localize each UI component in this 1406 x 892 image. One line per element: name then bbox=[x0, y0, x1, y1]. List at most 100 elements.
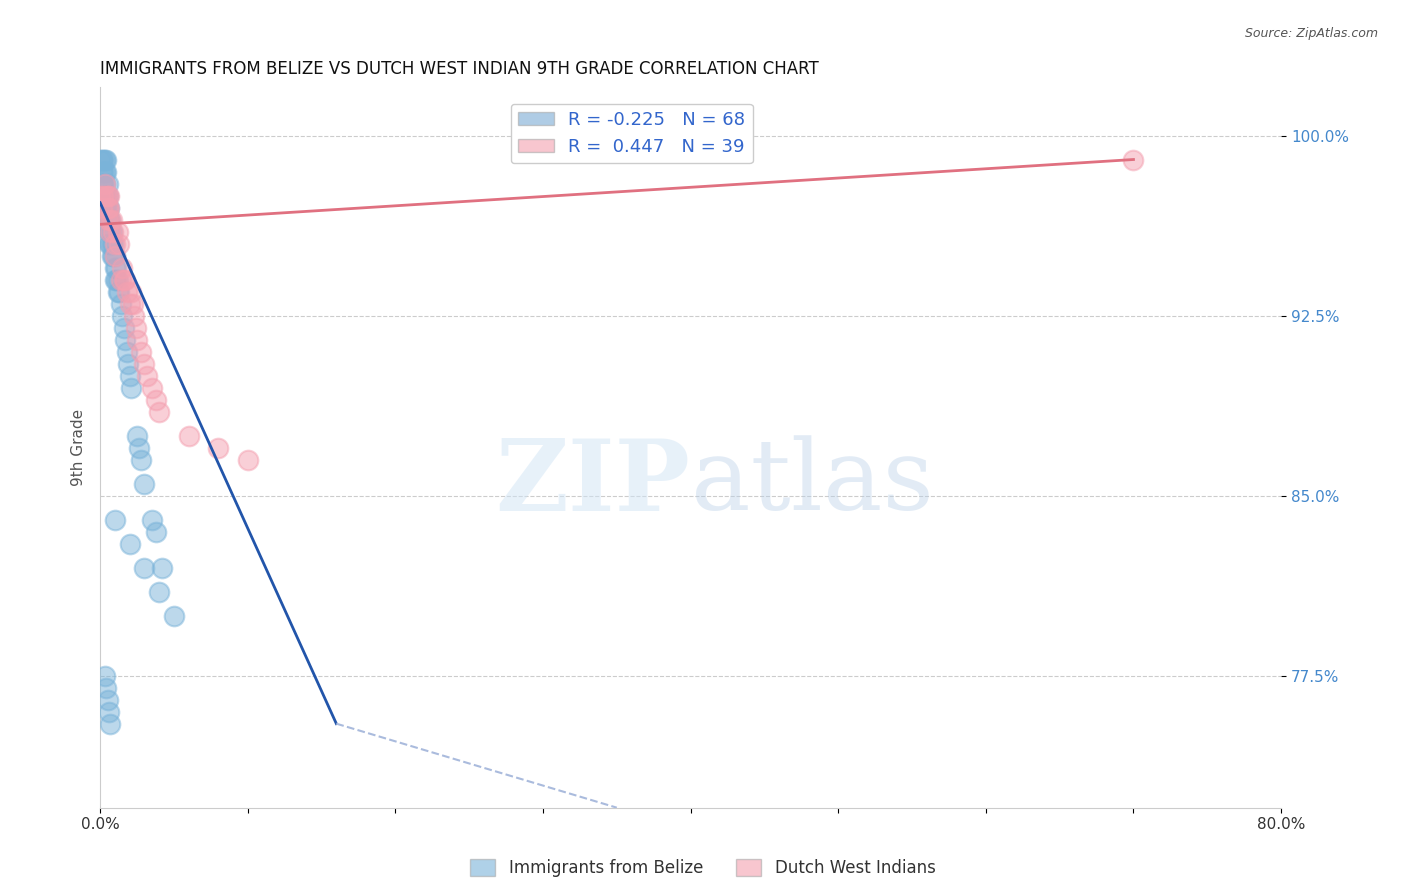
Point bbox=[141, 380, 163, 394]
Point bbox=[100, 225, 122, 239]
Point bbox=[124, 320, 146, 334]
Point bbox=[98, 236, 121, 251]
Point bbox=[111, 309, 134, 323]
Point bbox=[163, 608, 186, 623]
Point bbox=[104, 248, 127, 262]
Point bbox=[131, 452, 153, 467]
Point bbox=[93, 668, 115, 682]
Text: atlas: atlas bbox=[690, 435, 934, 532]
Point bbox=[110, 272, 132, 286]
Point bbox=[114, 333, 136, 347]
Point bbox=[98, 188, 121, 202]
Point bbox=[111, 260, 134, 275]
Point bbox=[101, 236, 124, 251]
Point bbox=[96, 188, 118, 202]
Point bbox=[96, 212, 118, 227]
Point bbox=[122, 309, 145, 323]
Legend: Immigrants from Belize, Dutch West Indians: Immigrants from Belize, Dutch West India… bbox=[464, 852, 942, 884]
Point bbox=[120, 380, 142, 394]
Point bbox=[108, 285, 131, 299]
Point bbox=[112, 320, 135, 334]
Point bbox=[128, 441, 150, 455]
Point bbox=[90, 177, 112, 191]
Point bbox=[105, 260, 128, 275]
Point bbox=[101, 225, 124, 239]
Point bbox=[96, 212, 118, 227]
Point bbox=[98, 201, 121, 215]
Point bbox=[93, 177, 115, 191]
Point bbox=[91, 201, 114, 215]
Point bbox=[100, 212, 122, 227]
Point bbox=[93, 177, 115, 191]
Point bbox=[96, 692, 118, 706]
Point bbox=[93, 201, 115, 215]
Point bbox=[90, 201, 112, 215]
Point bbox=[94, 164, 117, 178]
Point bbox=[110, 296, 132, 310]
Legend: R = -0.225   N = 68, R =  0.447   N = 39: R = -0.225 N = 68, R = 0.447 N = 39 bbox=[510, 103, 752, 163]
Point bbox=[101, 212, 124, 227]
Point bbox=[91, 164, 114, 178]
Point bbox=[94, 681, 117, 695]
Point bbox=[89, 188, 111, 202]
Point bbox=[118, 296, 141, 310]
Point bbox=[117, 357, 139, 371]
Point bbox=[90, 164, 112, 178]
Point bbox=[115, 285, 138, 299]
Point bbox=[90, 153, 112, 167]
Point bbox=[107, 285, 129, 299]
Point bbox=[96, 201, 118, 215]
Point bbox=[93, 188, 115, 202]
Point bbox=[141, 513, 163, 527]
Point bbox=[96, 201, 118, 215]
Point bbox=[104, 272, 127, 286]
Point bbox=[94, 188, 117, 202]
Text: ZIP: ZIP bbox=[496, 435, 690, 533]
Point bbox=[121, 296, 143, 310]
Point bbox=[118, 368, 141, 383]
Point bbox=[131, 344, 153, 359]
Point bbox=[134, 357, 156, 371]
Point bbox=[93, 164, 115, 178]
Point bbox=[120, 285, 142, 299]
Point bbox=[89, 188, 111, 202]
Point bbox=[100, 236, 122, 251]
Point bbox=[104, 260, 127, 275]
Point bbox=[96, 177, 118, 191]
Point bbox=[94, 188, 117, 202]
Point bbox=[100, 716, 122, 731]
Point bbox=[107, 225, 129, 239]
Text: IMMIGRANTS FROM BELIZE VS DUTCH WEST INDIAN 9TH GRADE CORRELATION CHART: IMMIGRANTS FROM BELIZE VS DUTCH WEST IND… bbox=[100, 60, 818, 78]
Point bbox=[115, 344, 138, 359]
Point bbox=[91, 188, 114, 202]
Point bbox=[145, 524, 167, 539]
Point bbox=[125, 428, 148, 442]
Point bbox=[112, 272, 135, 286]
Point bbox=[101, 248, 124, 262]
Point bbox=[98, 705, 121, 719]
Point bbox=[107, 272, 129, 286]
Point bbox=[104, 236, 127, 251]
Point bbox=[94, 201, 117, 215]
Y-axis label: 9th Grade: 9th Grade bbox=[72, 409, 86, 486]
Point bbox=[207, 441, 229, 455]
Point bbox=[91, 153, 114, 167]
Point bbox=[150, 560, 173, 574]
Point bbox=[136, 368, 159, 383]
Point bbox=[98, 212, 121, 227]
Point bbox=[103, 236, 125, 251]
Point bbox=[105, 272, 128, 286]
Point bbox=[1122, 153, 1144, 167]
Point bbox=[114, 272, 136, 286]
Point bbox=[148, 404, 170, 418]
Point bbox=[100, 225, 122, 239]
Point bbox=[98, 201, 121, 215]
Point bbox=[91, 188, 114, 202]
Point bbox=[108, 236, 131, 251]
Point bbox=[91, 177, 114, 191]
Point bbox=[98, 225, 121, 239]
Point bbox=[125, 333, 148, 347]
Point bbox=[93, 153, 115, 167]
Point bbox=[177, 428, 200, 442]
Text: Source: ZipAtlas.com: Source: ZipAtlas.com bbox=[1244, 27, 1378, 40]
